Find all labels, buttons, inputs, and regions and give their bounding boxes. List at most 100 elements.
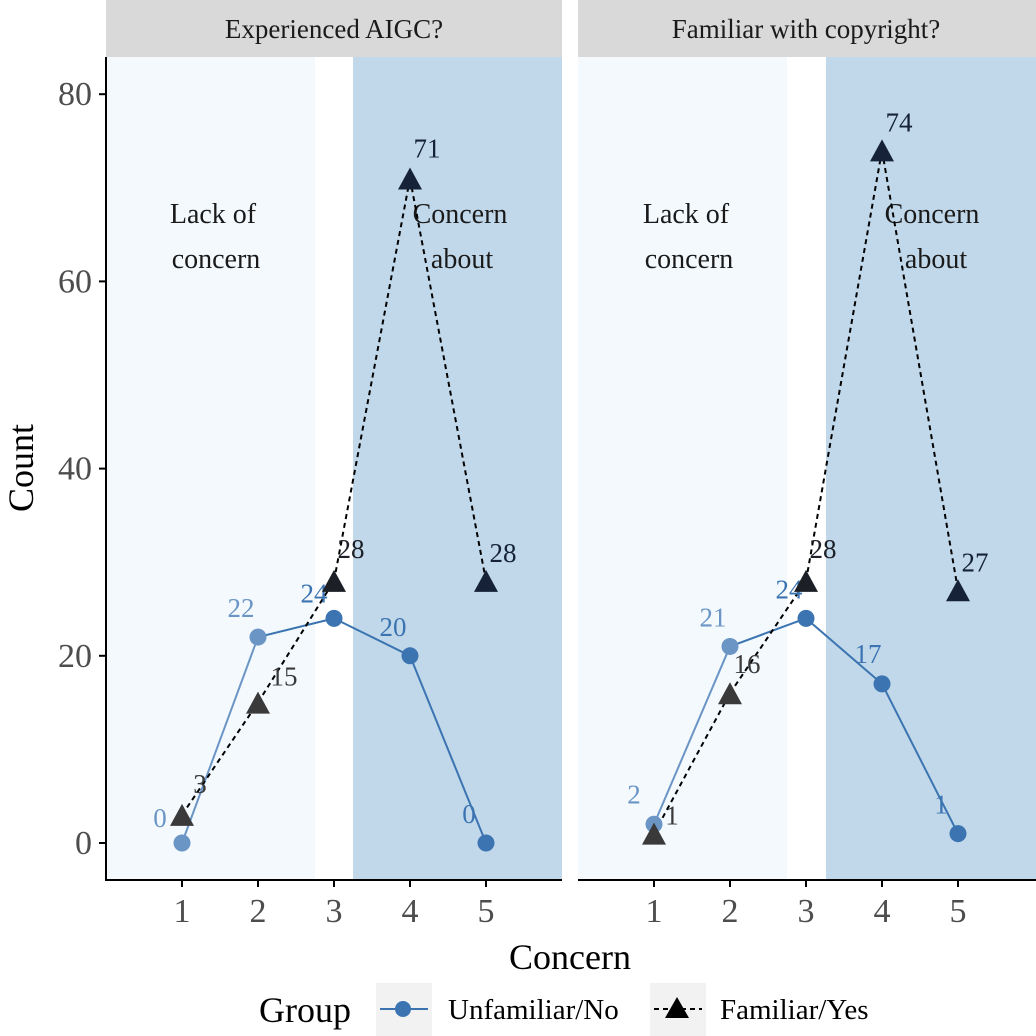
region-low-label-2b: concern — [645, 244, 734, 275]
unfamiliar-point — [477, 834, 495, 852]
strip-title-2: Familiar with copyright? — [672, 14, 940, 44]
strip-background-2 — [578, 0, 1036, 57]
panel-experienced-aigc: Experienced AIGC? Lack of concern Concer… — [106, 0, 562, 930]
x-tick-label: 4 — [402, 893, 419, 930]
familiar-point — [246, 691, 270, 714]
familiar-point — [474, 569, 498, 592]
unfamiliar-point — [721, 637, 739, 655]
legend-key-unfamiliar — [376, 983, 432, 1036]
x-tick-label: 1 — [646, 893, 663, 930]
familiar-point — [170, 803, 194, 826]
familiar-value-label: 1 — [665, 801, 679, 831]
region-high-label-2b: about — [905, 244, 967, 275]
familiar-point — [398, 167, 422, 190]
familiar-line-segment — [881, 150, 959, 591]
unfamiliar-value-label: 2 — [627, 779, 641, 809]
plot-area-1: Lack of concern Concern about — [106, 57, 562, 880]
plot-area-2: Lack of concern Concern about — [578, 57, 1036, 880]
familiar-line-segment — [257, 580, 335, 704]
unfamiliar-value-label: 0 — [153, 803, 167, 833]
familiar-line-segment — [181, 702, 259, 816]
unfamiliar-line-segment — [333, 617, 411, 657]
familiar-value-label: 3 — [193, 769, 207, 799]
y-axis-ticks: 0 20 40 60 80 — [58, 76, 106, 862]
region-low-label-1a: Lack of — [170, 199, 257, 230]
x-tick-label: 4 — [874, 893, 891, 930]
unfamiliar-value-label: 20 — [380, 612, 407, 642]
unfamiliar-point — [797, 609, 815, 627]
unfamiliar-line-segment — [653, 646, 731, 825]
region-low-2 — [578, 57, 787, 880]
unfamiliar-point — [249, 628, 267, 646]
familiar-value-label: 71 — [414, 133, 441, 163]
region-high-2 — [826, 57, 1036, 880]
familiar-line-segment — [729, 580, 807, 694]
familiar-value-label: 74 — [886, 107, 914, 137]
x-tick-label: 2 — [250, 893, 267, 930]
panel-familiar-copyright: Familiar with copyright? Lack of concern… — [578, 0, 1036, 930]
legend-title: Group — [259, 990, 351, 1030]
x-axis-ticks-2: 1 2 3 4 5 — [646, 880, 967, 930]
familiar-point — [946, 579, 970, 602]
unfamiliar-point — [173, 834, 191, 852]
legend-triangle-icon — [665, 997, 689, 1018]
x-tick-label: 2 — [722, 893, 739, 930]
familiar-point — [718, 682, 742, 705]
unfamiliar-value-label: 21 — [700, 602, 727, 632]
unfamiliar-value-label: 17 — [855, 639, 882, 669]
y-tick-label: 20 — [58, 638, 92, 675]
y-tick-label: 40 — [58, 451, 92, 488]
region-high-label-1a: Concern — [413, 199, 508, 230]
x-tick-label: 5 — [478, 893, 495, 930]
y-tick-label: 60 — [58, 263, 92, 300]
legend-label-unfamiliar: Unfamiliar/No — [448, 994, 619, 1026]
familiar-point — [642, 822, 666, 845]
unfamiliar-line-segment — [409, 655, 487, 844]
familiar-point — [870, 139, 894, 162]
familiar-value-label: 28 — [338, 534, 365, 564]
region-low-label-2a: Lack of — [643, 199, 730, 230]
x-axis-title: Concern — [509, 937, 631, 977]
strip-title-1: Experienced AIGC? — [225, 14, 443, 44]
familiar-point — [794, 569, 818, 592]
unfamiliar-line-segment — [729, 617, 807, 648]
unfamiliar-value-label: 0 — [462, 799, 476, 829]
familiar-value-label: 28 — [810, 534, 837, 564]
y-tick-label: 80 — [58, 76, 92, 113]
legend-label-familiar: Familiar/Yes — [720, 994, 869, 1026]
unfamiliar-value-label: 24 — [301, 578, 329, 608]
unfamiliar-line-segment — [805, 617, 883, 685]
unfamiliar-point — [325, 609, 343, 627]
familiar-value-label: 16 — [734, 649, 761, 679]
familiar-value-label: 15 — [271, 662, 298, 692]
y-tick-label: 0 — [75, 825, 92, 862]
familiar-point — [322, 569, 346, 592]
unfamiliar-line-segment — [257, 617, 335, 639]
strip-background-1 — [106, 0, 562, 57]
legend-key-familiar — [650, 983, 706, 1036]
region-high-label-1b: about — [431, 244, 493, 275]
x-tick-label: 3 — [798, 893, 815, 930]
unfamiliar-value-label: 22 — [228, 593, 255, 623]
legend-circle-icon — [395, 1001, 411, 1017]
region-low-1 — [106, 57, 315, 880]
unfamiliar-line-segment — [181, 636, 259, 844]
unfamiliar-value-label: 1 — [934, 790, 948, 820]
region-high-1 — [353, 57, 562, 880]
unfamiliar-point — [401, 647, 419, 665]
x-tick-label: 5 — [950, 893, 967, 930]
unfamiliar-point — [949, 825, 967, 843]
familiar-line-segment — [805, 150, 883, 582]
x-tick-label: 3 — [326, 893, 343, 930]
region-low-label-1b: concern — [172, 244, 261, 275]
familiar-value-label: 28 — [490, 538, 517, 568]
x-axis-ticks-1: 1 2 3 4 5 — [174, 880, 495, 930]
legend: Group Unfamiliar/No Familiar/Yes — [259, 983, 869, 1036]
unfamiliar-line-segment — [881, 683, 959, 835]
x-tick-label: 1 — [174, 893, 191, 930]
unfamiliar-point — [873, 675, 891, 693]
region-high-label-2a: Concern — [885, 199, 980, 230]
